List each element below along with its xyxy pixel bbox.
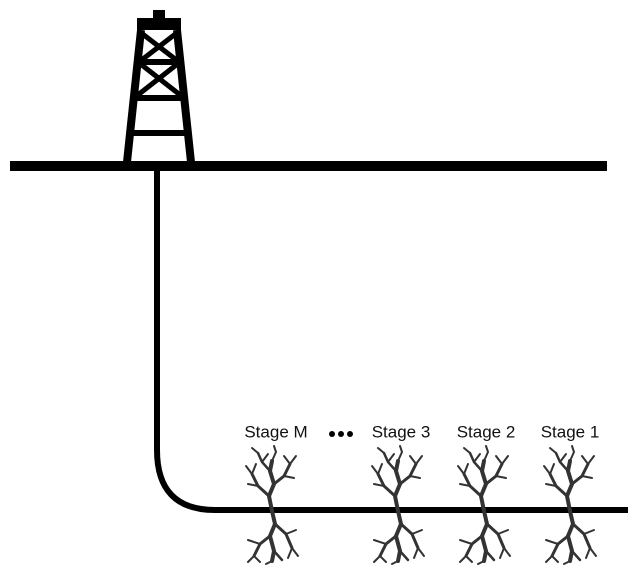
stage-label: Stage 1 (541, 422, 600, 441)
stage-label: Stage 3 (372, 422, 431, 441)
fracture (458, 446, 510, 564)
fracture (544, 446, 596, 564)
derrick (127, 10, 191, 162)
diagram: Stage M Stage 3 Stage 2 Stage 1 (0, 0, 628, 568)
fracture (246, 446, 298, 564)
stage-label: Stage M (244, 422, 307, 441)
fracture (372, 446, 424, 564)
stage-label: Stage 2 (457, 422, 516, 441)
ellipsis (329, 431, 353, 437)
